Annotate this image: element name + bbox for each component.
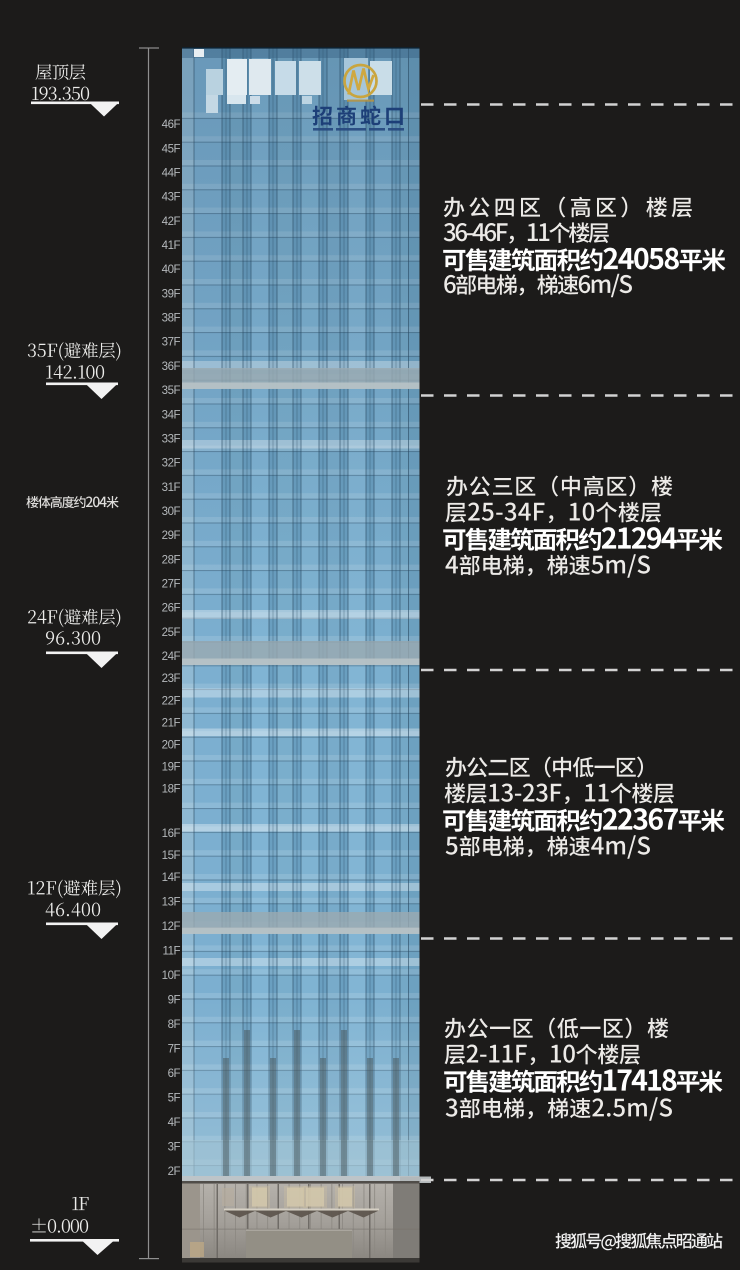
svg-text:24F: 24F — [162, 651, 181, 663]
svg-text:2F: 2F — [168, 1166, 181, 1178]
svg-text:14F: 14F — [162, 872, 181, 884]
svg-text:38F: 38F — [162, 313, 181, 325]
svg-text:37F: 37F — [162, 337, 181, 349]
svg-text:43F: 43F — [162, 192, 181, 204]
svg-text:15F: 15F — [162, 850, 181, 862]
svg-text:7F: 7F — [168, 1044, 181, 1056]
svg-text:40F: 40F — [162, 264, 181, 276]
svg-text:27F: 27F — [162, 579, 181, 591]
svg-text:45F: 45F — [162, 143, 181, 155]
svg-text:13F: 13F — [162, 897, 181, 909]
svg-text:4F: 4F — [168, 1117, 181, 1129]
svg-text:32F: 32F — [162, 458, 181, 470]
svg-text:46F: 46F — [162, 119, 181, 131]
svg-text:26F: 26F — [162, 603, 181, 615]
svg-text:20F: 20F — [162, 740, 181, 752]
svg-text:22F: 22F — [162, 695, 181, 707]
svg-text:10F: 10F — [162, 970, 181, 982]
svg-text:21F: 21F — [162, 717, 181, 729]
svg-text:18F: 18F — [162, 784, 181, 796]
svg-text:42F: 42F — [162, 216, 181, 228]
svg-text:35F: 35F — [162, 385, 181, 397]
svg-text:29F: 29F — [162, 530, 181, 542]
svg-text:3F: 3F — [168, 1142, 181, 1154]
svg-text:12F: 12F — [162, 921, 181, 933]
svg-text:33F: 33F — [162, 433, 181, 445]
svg-text:8F: 8F — [168, 1019, 181, 1031]
svg-text:36F: 36F — [162, 361, 181, 373]
svg-text:6F: 6F — [168, 1068, 181, 1080]
svg-text:5F: 5F — [168, 1093, 181, 1105]
svg-text:16F: 16F — [162, 828, 181, 840]
svg-text:28F: 28F — [162, 554, 181, 566]
svg-text:23F: 23F — [162, 673, 181, 685]
svg-text:34F: 34F — [162, 409, 181, 421]
svg-text:30F: 30F — [162, 506, 181, 518]
svg-text:44F: 44F — [162, 168, 181, 180]
svg-text:39F: 39F — [162, 288, 181, 300]
svg-text:41F: 41F — [162, 240, 181, 252]
svg-text:11F: 11F — [163, 946, 181, 958]
svg-text:25F: 25F — [162, 627, 181, 639]
svg-text:9F: 9F — [168, 995, 181, 1007]
svg-text:31F: 31F — [162, 482, 181, 494]
svg-text:19F: 19F — [162, 762, 181, 774]
